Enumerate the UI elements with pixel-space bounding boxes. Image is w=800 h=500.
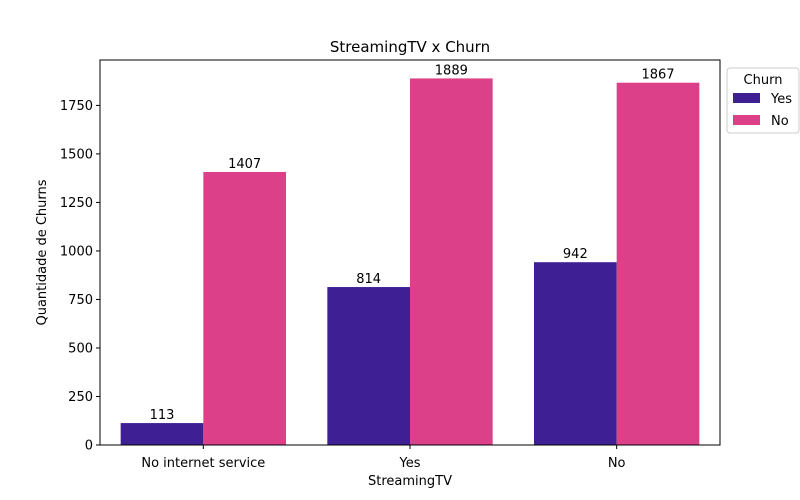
legend-label-no: No: [771, 114, 789, 129]
bar-value-label: 1889: [435, 63, 468, 78]
y-tick-label: 1000: [60, 244, 93, 259]
bar-no: [616, 82, 700, 445]
y-tick-label: 500: [68, 341, 93, 356]
bar-labels-group: 113 1407 814 1889 942 1867: [150, 63, 675, 423]
bar-no: [203, 171, 286, 445]
chart-title: StreamingTV x Churn: [330, 38, 490, 56]
bar-value-label: 1867: [641, 68, 674, 83]
bar-value-label: 942: [563, 247, 588, 262]
y-tick-label: 0: [85, 439, 93, 454]
y-tick-label: 750: [68, 293, 93, 308]
bars-group: [120, 78, 700, 445]
x-tick-label: No: [608, 456, 626, 471]
x-axis-label: StreamingTV: [368, 474, 452, 489]
y-tick-label: 250: [68, 390, 93, 405]
legend-label-yes: Yes: [770, 92, 792, 107]
bar-value-label: 814: [356, 272, 381, 287]
y-axis-label: Quantidade de Churns: [35, 179, 50, 325]
plot-frame: [99, 59, 721, 446]
y-axis: 0 250 500 750 1000 1250 1500 1750: [60, 99, 100, 454]
legend-swatch-yes: [733, 93, 760, 103]
bar-value-label: 1407: [228, 157, 261, 172]
bar-yes: [327, 287, 410, 445]
bar-yes: [120, 423, 204, 445]
legend-swatch-no: [733, 115, 760, 125]
legend: Churn Yes No: [726, 67, 800, 134]
y-tick-label: 1500: [60, 147, 93, 162]
y-tick-label: 1750: [60, 99, 93, 114]
x-axis: No internet service Yes No: [141, 445, 626, 471]
x-tick-label: Yes: [399, 456, 421, 471]
legend-title: Churn: [744, 73, 783, 88]
y-tick-label: 1250: [60, 196, 93, 211]
x-tick-label: No internet service: [141, 456, 265, 471]
bar-value-label: 113: [150, 408, 175, 423]
bar-no: [410, 78, 493, 445]
bar-yes: [534, 262, 617, 445]
